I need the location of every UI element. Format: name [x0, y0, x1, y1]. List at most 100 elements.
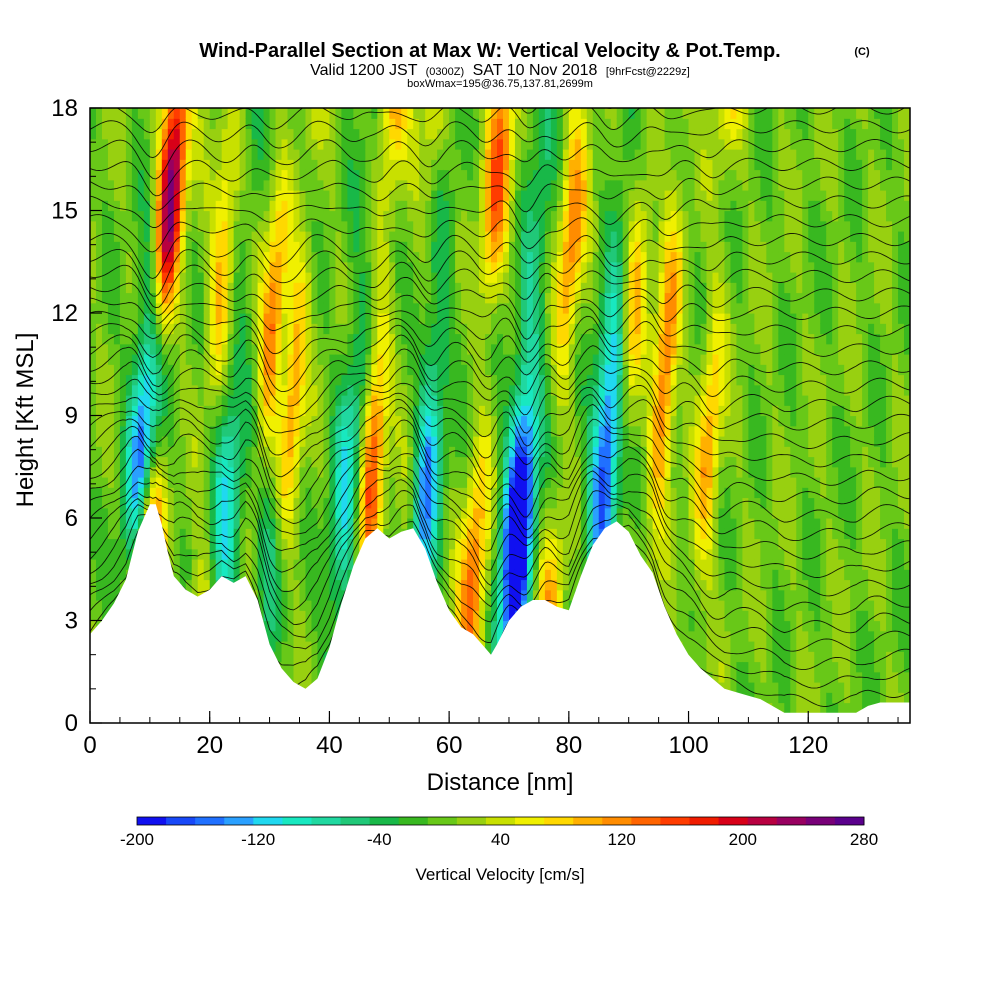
- velocity-cell: [419, 292, 426, 304]
- velocity-cell: [371, 251, 378, 263]
- velocity-cell: [347, 220, 354, 232]
- velocity-cell: [473, 477, 480, 488]
- velocity-cell: [377, 425, 384, 437]
- velocity-cell: [485, 548, 492, 560]
- velocity-cell: [401, 466, 408, 478]
- velocity-cell: [275, 518, 283, 529]
- velocity-cell: [305, 149, 313, 160]
- velocity-cell: [365, 169, 372, 181]
- velocity-cell: [491, 210, 498, 222]
- velocity-cell: [173, 497, 181, 509]
- velocity-cell: [425, 200, 432, 212]
- velocity-cell: [544, 302, 552, 314]
- velocity-cell: [323, 108, 331, 119]
- velocity-cell: [377, 251, 384, 263]
- velocity-cell: [239, 497, 247, 509]
- velocity-cell: [550, 436, 558, 447]
- velocity-cell: [431, 497, 438, 509]
- velocity-cell: [395, 518, 402, 529]
- velocity-cell: [538, 497, 546, 509]
- velocity-cell: [485, 528, 492, 540]
- velocity-cell: [107, 149, 115, 160]
- velocity-cell: [461, 333, 468, 345]
- velocity-cell: [520, 292, 528, 304]
- velocity-cell: [293, 395, 301, 406]
- velocity-cell: [251, 507, 259, 519]
- velocity-cell: [233, 231, 241, 242]
- velocity-cell: [568, 282, 576, 294]
- velocity-cell: [137, 395, 145, 406]
- velocity-cell: [185, 231, 193, 242]
- velocity-cell: [299, 415, 307, 427]
- velocity-cell: [167, 415, 175, 427]
- velocity-cell: [449, 220, 456, 232]
- velocity-cell: [556, 220, 564, 232]
- velocity-cell: [245, 282, 253, 294]
- velocity-cell: [449, 241, 456, 253]
- velocity-cell: [90, 323, 97, 335]
- velocity-cell: [556, 302, 564, 314]
- velocity-cell: [389, 364, 396, 376]
- velocity-cell: [101, 600, 109, 611]
- velocity-cell: [161, 446, 169, 458]
- velocity-cell: [167, 231, 175, 242]
- velocity-cell: [377, 292, 384, 304]
- velocity-cell: [526, 579, 534, 591]
- velocity-cell: [125, 272, 133, 283]
- velocity-cell: [383, 220, 390, 232]
- velocity-cell: [359, 241, 366, 253]
- velocity-cell: [125, 149, 133, 160]
- velocity-cell: [125, 395, 133, 406]
- velocity-cell: [365, 128, 372, 140]
- velocity-cell: [287, 138, 295, 150]
- velocity-cell: [209, 323, 217, 335]
- velocity-cell: [413, 149, 420, 160]
- velocity-cell: [479, 108, 486, 119]
- velocity-cell: [275, 169, 283, 181]
- velocity-cell: [287, 569, 295, 581]
- velocity-cell: [293, 477, 301, 488]
- velocity-cell: [119, 292, 127, 304]
- velocity-cell: [353, 548, 360, 560]
- velocity-cell: [437, 343, 444, 355]
- velocity-cell: [173, 548, 181, 560]
- velocity-cell: [269, 395, 277, 406]
- velocity-cell: [347, 436, 354, 447]
- velocity-cell: [155, 210, 163, 222]
- velocity-cell: [185, 487, 193, 499]
- velocity-cell: [90, 436, 97, 447]
- velocity-cell: [215, 282, 223, 294]
- velocity-cell: [514, 169, 522, 181]
- velocity-cell: [526, 220, 534, 232]
- velocity-cell: [227, 169, 235, 181]
- velocity-cell: [508, 456, 516, 468]
- velocity-cell: [413, 374, 420, 386]
- velocity-cell: [502, 415, 510, 427]
- velocity-cell: [293, 548, 301, 560]
- velocity-cell: [90, 405, 97, 417]
- velocity-cell: [137, 282, 145, 294]
- velocity-cell: [419, 210, 426, 222]
- velocity-cell: [353, 251, 360, 263]
- velocity-cell: [371, 179, 378, 191]
- velocity-cell: [365, 364, 372, 376]
- velocity-cell: [203, 374, 211, 386]
- velocity-cell: [101, 108, 109, 119]
- velocity-cell: [215, 477, 223, 488]
- velocity-cell: [149, 354, 157, 365]
- velocity-cell: [335, 302, 342, 314]
- velocity-cell: [173, 108, 181, 119]
- velocity-cell: [353, 507, 360, 519]
- velocity-cell: [544, 487, 552, 499]
- velocity-cell: [113, 579, 121, 591]
- velocity-cell: [461, 251, 468, 263]
- velocity-cell: [239, 364, 247, 376]
- velocity-cell: [574, 323, 582, 335]
- velocity-cell: [275, 149, 283, 160]
- velocity-cell: [143, 415, 151, 427]
- velocity-cell: [263, 466, 271, 478]
- velocity-cell: [335, 374, 342, 386]
- velocity-cell: [485, 569, 492, 581]
- velocity-cell: [257, 200, 265, 212]
- velocity-cell: [173, 507, 181, 519]
